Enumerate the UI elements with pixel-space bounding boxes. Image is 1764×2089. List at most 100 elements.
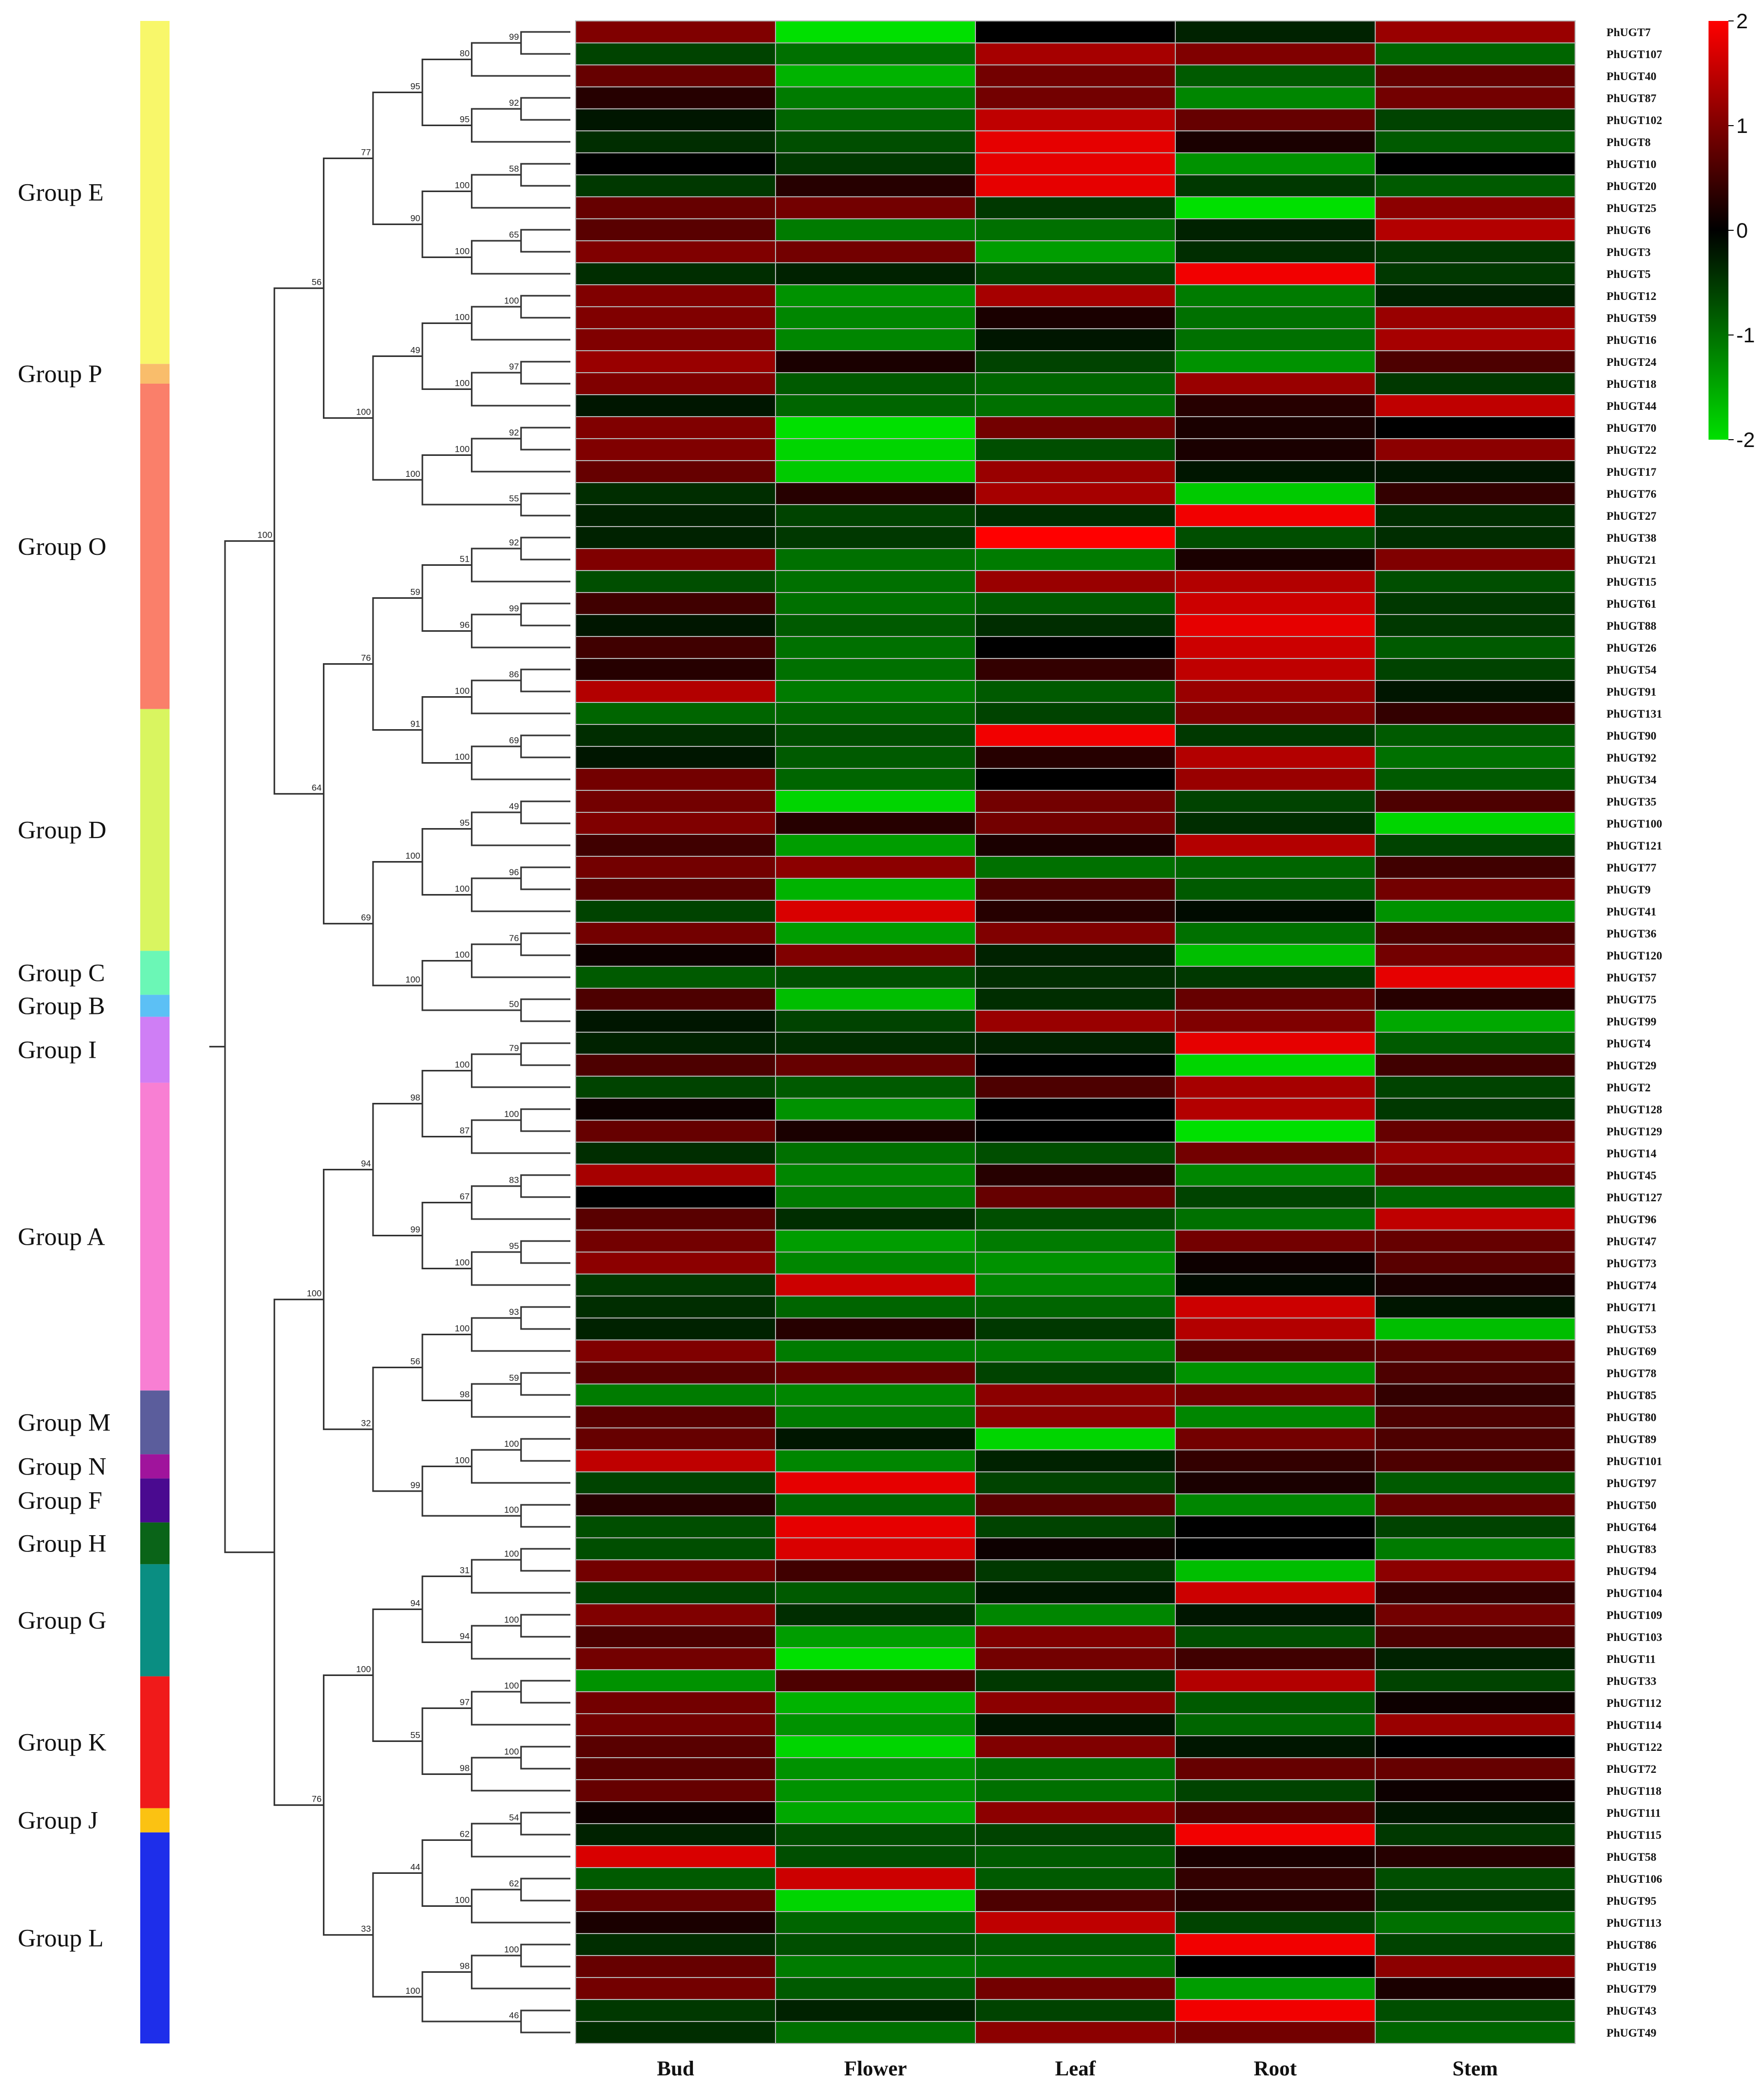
dendrogram: 99 80 92 95 95 58 100 65 100 90 77 100 100 97 100 49 92 1…	[209, 31, 570, 2034]
heat-cell	[1175, 988, 1376, 1011]
bootstrap-label: 98	[460, 1961, 470, 1971]
heat-cell	[1375, 284, 1576, 307]
heat-cell	[975, 218, 1176, 241]
heat-cell	[1375, 1427, 1576, 1450]
heat-cell	[575, 460, 776, 483]
group-label: Group B	[18, 992, 105, 1020]
heat-cell	[975, 658, 1176, 681]
heat-cell	[575, 1361, 776, 1384]
bootstrap-label: 98	[460, 1390, 470, 1400]
gene-label: PhUGT112	[1606, 1696, 1661, 1710]
bootstrap-label: 44	[410, 1862, 420, 1872]
heat-cell	[575, 394, 776, 417]
gene-label: PhUGT92	[1606, 751, 1656, 764]
heat-cell	[575, 1295, 776, 1319]
heat-cell	[1175, 1515, 1376, 1538]
bootstrap-label: 100	[455, 312, 469, 322]
heat-cell	[1175, 790, 1376, 813]
gene-label: PhUGT87	[1606, 92, 1656, 105]
tree-branch	[421, 1576, 472, 1643]
heat-cell	[1375, 878, 1576, 901]
heat-cell	[575, 790, 776, 813]
heat-cell	[1175, 1252, 1376, 1275]
heat-cell	[575, 1186, 776, 1209]
heat-cell	[1375, 1581, 1576, 1604]
heat-cell	[575, 1054, 776, 1077]
heat-cell	[975, 1361, 1176, 1384]
bootstrap-label: 100	[455, 1060, 469, 1070]
heat-cell	[1175, 614, 1376, 637]
heat-cell	[975, 20, 1176, 43]
heat-cell	[575, 1471, 776, 1494]
heat-cell	[1175, 1581, 1376, 1604]
heat-cell	[1375, 988, 1576, 1011]
gene-label: PhUGT101	[1606, 1455, 1662, 1468]
gene-label: PhUGT24	[1606, 355, 1656, 368]
heat-cell	[1175, 966, 1376, 989]
heat-cell	[975, 86, 1176, 109]
bootstrap-label: 98	[460, 1763, 470, 1773]
gene-label: PhUGT100	[1606, 817, 1662, 830]
group-label: Group L	[18, 1924, 104, 1952]
tree-branch	[421, 1334, 472, 1401]
heat-cell	[1175, 1801, 1376, 1824]
heat-cell	[1175, 922, 1376, 945]
heat-cell	[575, 1208, 776, 1231]
heat-cell	[575, 1142, 776, 1165]
color-scale-tick-label: 0	[1736, 219, 1748, 242]
heat-cell	[1175, 1427, 1376, 1450]
gene-label: PhUGT36	[1606, 927, 1656, 940]
heat-cell	[575, 64, 776, 87]
bootstrap-label: 94	[361, 1159, 371, 1169]
heat-cell	[775, 438, 976, 461]
heat-cell	[575, 262, 776, 285]
heat-cell	[1175, 1845, 1376, 1868]
gene-label: PhUGT102	[1606, 114, 1662, 127]
gene-label: PhUGT122	[1606, 1740, 1662, 1753]
heat-cell	[975, 1999, 1176, 2022]
gene-label: PhUGT69	[1606, 1345, 1656, 1358]
bootstrap-label: 33	[361, 1924, 371, 1934]
gene-label: PhUGT89	[1606, 1433, 1656, 1446]
bootstrap-label: 32	[361, 1418, 371, 1428]
bootstrap-label: 64	[312, 783, 322, 793]
heat-cell	[1375, 1252, 1576, 1275]
heat-cell	[575, 570, 776, 593]
gene-label: PhUGT6	[1606, 224, 1650, 237]
bootstrap-label: 100	[455, 1456, 469, 1466]
heat-cell	[1375, 790, 1576, 813]
tree-branch	[520, 1372, 570, 1396]
tree-branch	[470, 306, 570, 341]
tree-branch	[372, 861, 423, 987]
heat-cell	[1175, 1537, 1376, 1560]
tree-branch	[470, 877, 570, 912]
tree-branch	[421, 1839, 472, 1907]
bootstrap-label: 100	[455, 950, 469, 960]
heat-cell	[1175, 812, 1376, 835]
heat-cell	[1375, 1867, 1576, 1890]
heat-cell	[575, 218, 776, 241]
heat-cell	[1375, 1757, 1576, 1780]
gene-label: PhUGT85	[1606, 1389, 1656, 1402]
heat-cell	[1375, 1823, 1576, 1846]
heat-cell	[775, 570, 976, 593]
bootstrap-label: 46	[509, 2010, 519, 2020]
heat-cell	[775, 1581, 976, 1604]
heat-cell	[1375, 504, 1576, 527]
heat-cell	[575, 108, 776, 131]
tree-branch	[520, 734, 570, 758]
heat-cell	[975, 1823, 1176, 1846]
heat-cell	[975, 42, 1176, 65]
heat-cell	[1175, 1120, 1376, 1143]
heat-cell	[1375, 20, 1576, 43]
tree-branch	[520, 493, 570, 517]
heat-cell	[1375, 1779, 1576, 1802]
tree-branch	[470, 1691, 570, 1726]
bootstrap-label: 100	[455, 444, 469, 454]
bootstrap-label: 96	[460, 620, 470, 630]
gene-label: PhUGT59	[1606, 311, 1656, 325]
heat-cell	[775, 680, 976, 703]
heat-cell	[775, 724, 976, 747]
heat-cell	[1375, 1625, 1576, 1648]
heat-cell	[575, 130, 776, 153]
